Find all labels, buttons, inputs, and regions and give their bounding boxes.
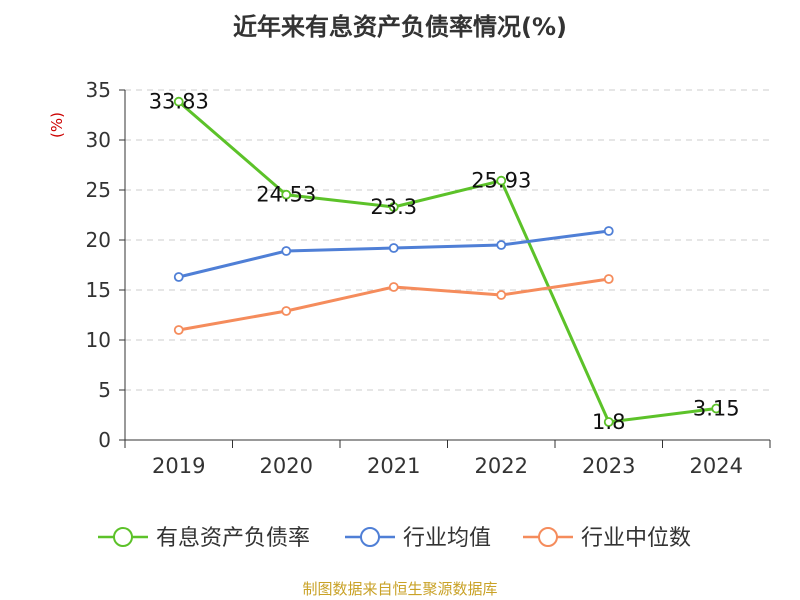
y-tick-label: 15 — [86, 278, 111, 302]
data-point — [173, 272, 184, 282]
data-point — [173, 325, 184, 335]
legend-item-0[interactable]: 有息资产负债率 — [98, 526, 310, 551]
data-point — [388, 243, 399, 253]
data-point — [281, 189, 292, 200]
x-tick-label: 2020 — [260, 454, 313, 478]
series-line-0 — [177, 100, 717, 424]
legend-marker — [113, 527, 133, 547]
axes: 0 5 10 15 20 25 30 35 2019 2020 2021 2022 2023 2024 — [86, 78, 771, 478]
data-label: 25.93 — [471, 169, 531, 193]
data-label: 24.53 — [256, 183, 316, 207]
x-tick-label: 2019 — [152, 454, 205, 478]
data-point — [388, 282, 399, 292]
data-point — [281, 246, 292, 256]
data-label: 33.83 — [149, 90, 209, 114]
legend-item-2[interactable]: 行业中位数 — [523, 526, 691, 551]
series-line-1 — [178, 229, 609, 279]
legend-label: 有息资产负债率 — [156, 526, 310, 551]
y-axis-label: (%) — [48, 112, 66, 138]
x-tick-label: 2021 — [367, 454, 420, 478]
data-point — [173, 96, 184, 107]
y-tick-label: 5 — [98, 378, 111, 402]
data-label: 1.8 — [592, 410, 625, 434]
data-point — [388, 202, 399, 212]
y-tick-label: 30 — [86, 128, 111, 152]
grid-lines — [125, 89, 770, 391]
data-label: 3.15 — [693, 397, 740, 421]
data-point — [603, 226, 614, 236]
legend[interactable]: 有息资产负债率 行业均值 行业中位数 — [98, 526, 691, 551]
x-tick-label: 2023 — [582, 454, 635, 478]
data-label: 23.3 — [370, 195, 417, 219]
source-note: 制图数据来自恒生聚源数据库 — [302, 580, 497, 598]
data-point — [603, 274, 614, 284]
data-point — [603, 417, 614, 427]
y-tick-label: 25 — [86, 178, 111, 202]
legend-label: 行业中位数 — [581, 526, 691, 551]
data-labels: 33.83 24.53 23.3 25.93 1.8 3.15 — [149, 90, 740, 434]
legend-label: 行业均值 — [403, 526, 491, 551]
y-tick-label: 20 — [86, 228, 111, 252]
y-tick-label: 0 — [98, 428, 111, 452]
data-point — [496, 290, 507, 300]
x-tick-label: 2022 — [475, 454, 528, 478]
chart-title: 近年来有息资产负债率情况(%) — [233, 13, 567, 41]
legend-item-1[interactable]: 行业均值 — [345, 526, 491, 551]
x-tick-label: 2024 — [690, 454, 743, 478]
y-tick-label: 35 — [86, 78, 111, 102]
series-layer — [173, 96, 722, 427]
legend-marker — [538, 527, 558, 547]
data-point — [496, 240, 507, 250]
data-point — [711, 403, 722, 414]
data-point — [281, 306, 292, 316]
data-point — [496, 175, 507, 186]
y-tick-label: 10 — [86, 328, 111, 352]
legend-marker — [360, 527, 380, 547]
